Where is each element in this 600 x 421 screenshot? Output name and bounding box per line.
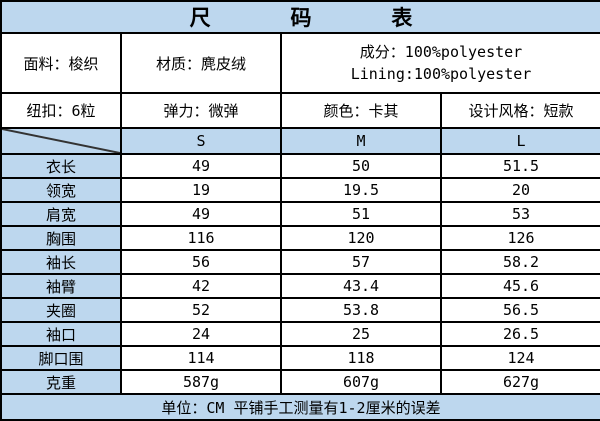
value-cell: 120: [280, 225, 442, 251]
size-header-m: M: [280, 127, 442, 155]
elasticity-cell: 弹力：微弹: [120, 92, 282, 129]
row-label: 胸围: [0, 225, 122, 251]
fabric-cell: 面料：梭织: [0, 32, 122, 94]
value-cell: 45.6: [439, 273, 600, 299]
value-cell: 53.8: [280, 297, 442, 323]
composition-line-2: Lining:100%polyester: [350, 65, 532, 83]
value-cell: 50: [280, 153, 442, 179]
info-row-2: 纽扣：6粒 弹力：微弹 颜色：卡其 设计风格：短款: [0, 92, 600, 129]
value-cell: 51.5: [439, 153, 600, 179]
value-cell: 58.2: [439, 249, 600, 275]
table-row-sleeve-length: 袖长 56 57 58.2: [0, 249, 600, 275]
table-row-sleeve-arm: 袖臂 42 43.4 45.6: [0, 273, 600, 299]
composition-line-1: 成分：100%polyester: [359, 42, 523, 61]
value-cell: 19.5: [280, 177, 442, 203]
value-cell: 56: [120, 249, 282, 275]
row-label: 夹圈: [0, 297, 122, 323]
row-label: 袖长: [0, 249, 122, 275]
value-cell: 42: [120, 273, 282, 299]
value-cell: 49: [120, 153, 282, 179]
value-cell: 627g: [439, 369, 600, 395]
style-cell: 设计风格：短款: [439, 92, 600, 129]
table-row-hem: 脚口围 114 118 124: [0, 345, 600, 371]
value-cell: 124: [439, 345, 600, 371]
info-row-1: 面料：梭织 材质：麂皮绒 成分：100%polyester Lining:100…: [0, 32, 600, 94]
page-title: 尺 码 表: [0, 0, 600, 34]
diagonal-line: [2, 129, 120, 153]
value-cell: 53: [439, 201, 600, 227]
table-row-neck-width: 领宽 19 19.5 20: [0, 177, 600, 203]
table-row-weight: 克重 587g 607g 627g: [0, 369, 600, 395]
value-cell: 607g: [280, 369, 442, 395]
row-label: 袖口: [0, 321, 122, 347]
row-label: 脚口围: [0, 345, 122, 371]
table-row-cuff: 袖口 24 25 26.5: [0, 321, 600, 347]
table-row-chest: 胸围 116 120 126: [0, 225, 600, 251]
row-label: 克重: [0, 369, 122, 395]
footer-note: 单位：CM 平铺手工测量有1-2厘米的误差: [0, 393, 600, 421]
value-cell: 56.5: [439, 297, 600, 323]
composition-cell: 成分：100%polyester Lining:100%polyester: [279, 32, 600, 94]
value-cell: 26.5: [439, 321, 600, 347]
size-header-s: S: [120, 127, 282, 155]
row-label: 肩宽: [0, 201, 122, 227]
diagonal-corner-cell: [0, 127, 122, 155]
value-cell: 24: [120, 321, 282, 347]
value-cell: 126: [439, 225, 600, 251]
size-header-l: L: [439, 127, 600, 155]
value-cell: 118: [280, 345, 442, 371]
value-cell: 51: [280, 201, 442, 227]
value-cell: 49: [120, 201, 282, 227]
color-cell: 颜色：卡其: [280, 92, 442, 129]
table-row-armhole: 夹圈 52 53.8 56.5: [0, 297, 600, 323]
table-row-length: 衣长 49 50 51.5: [0, 153, 600, 179]
material-cell: 材质：麂皮绒: [120, 32, 282, 94]
value-cell: 57: [280, 249, 442, 275]
value-cell: 20: [439, 177, 600, 203]
value-cell: 587g: [120, 369, 282, 395]
size-header-row: S M L: [0, 127, 600, 155]
row-label: 袖臂: [0, 273, 122, 299]
value-cell: 114: [120, 345, 282, 371]
row-label: 领宽: [0, 177, 122, 203]
buttons-cell: 纽扣：6粒: [0, 92, 122, 129]
footer-row: 单位：CM 平铺手工测量有1-2厘米的误差: [0, 393, 600, 421]
title-row: 尺 码 表: [0, 0, 600, 34]
row-label: 衣长: [0, 153, 122, 179]
value-cell: 52: [120, 297, 282, 323]
value-cell: 116: [120, 225, 282, 251]
table-row-shoulder-width: 肩宽 49 51 53: [0, 201, 600, 227]
value-cell: 19: [120, 177, 282, 203]
value-cell: 25: [280, 321, 442, 347]
value-cell: 43.4: [280, 273, 442, 299]
